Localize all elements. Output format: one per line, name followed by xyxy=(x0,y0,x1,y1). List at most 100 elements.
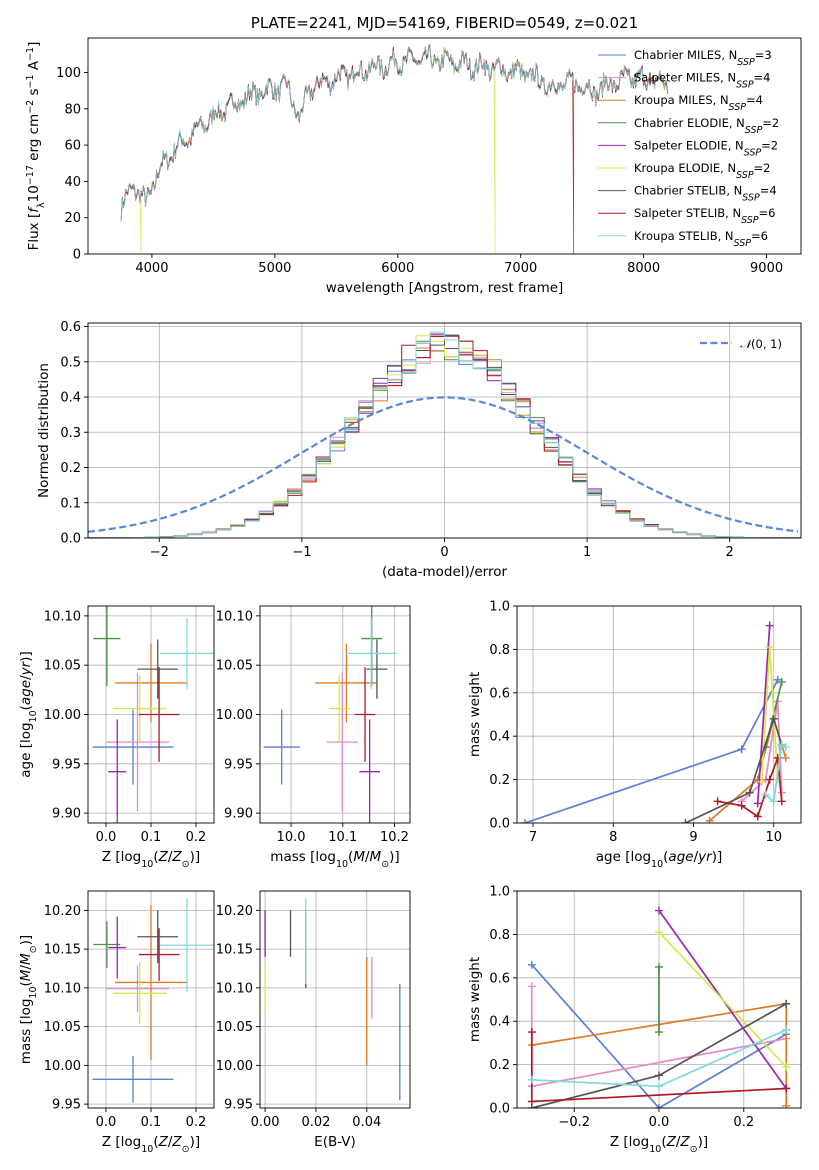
legend-label: Kroupa MILES, NSSP=4 xyxy=(634,93,763,113)
x-tick-label: −0.2 xyxy=(558,1115,590,1130)
y-axis-label: mass weight xyxy=(467,957,483,1042)
x-axis-label: (data-model)/error xyxy=(382,564,508,580)
label-part: ⊙ xyxy=(28,945,39,953)
marker-plus xyxy=(753,812,762,821)
axes-frame xyxy=(259,890,411,1109)
mass-weight-line xyxy=(756,625,771,804)
x-tick-label: 0.04 xyxy=(352,1115,381,1130)
label-part: SSP xyxy=(741,215,759,226)
label-part: f xyxy=(26,206,42,213)
legend-label: Chabrier MILES, NSSP=3 xyxy=(634,48,772,68)
y-tick-label: 1.0 xyxy=(489,885,510,900)
label-part: s xyxy=(26,88,42,99)
label-part: Kroupa ELODIE, N xyxy=(634,161,736,175)
marker-plus xyxy=(777,740,786,749)
spectrum-line xyxy=(120,43,669,254)
x-axis-label: wavelength [Angstrom, rest frame] xyxy=(326,280,564,296)
label-part: / xyxy=(676,1134,681,1150)
y-tick-label: 9.90 xyxy=(224,807,253,822)
y-tick-label: 0.4 xyxy=(489,730,510,745)
marker-plus xyxy=(757,777,766,786)
marker-plus xyxy=(765,621,774,630)
label-part: Z xyxy=(679,1134,690,1150)
label-part: )] xyxy=(190,849,201,865)
axes-frame xyxy=(516,605,802,824)
marker-plus xyxy=(655,906,663,915)
x-tick-label: 0.1 xyxy=(141,830,162,845)
spectrum-line xyxy=(120,46,669,221)
y-tick-label: 10.10 xyxy=(216,609,253,624)
y-tick-label: 10.20 xyxy=(44,904,81,919)
label-part: SSP xyxy=(729,102,747,113)
y-tick-label: 40 xyxy=(64,175,81,190)
label-part: ( xyxy=(18,705,34,710)
label-part: =6 xyxy=(759,206,776,220)
label-part: )] xyxy=(18,935,34,946)
x-axis-label: Z [log10(Z/Z⊙)] xyxy=(610,1134,708,1155)
x-axis-label: E(B-V) xyxy=(314,1134,356,1150)
x-tick-label: 1 xyxy=(583,545,591,560)
y-tick-label: 0.3 xyxy=(60,426,81,441)
marker-plus xyxy=(655,1028,663,1037)
marker-plus xyxy=(777,677,786,686)
marker-plus xyxy=(713,797,722,806)
label-part: =6 xyxy=(751,229,768,243)
label-part: 10 xyxy=(651,859,663,870)
x-tick-label: −2 xyxy=(150,545,169,560)
label-part: Salpeter MILES, N xyxy=(634,71,736,85)
label-part: A xyxy=(26,60,42,74)
label-part: ( xyxy=(18,981,34,986)
y-tick-label: 10.05 xyxy=(216,659,253,674)
marker-plus xyxy=(761,790,770,799)
label-part: / xyxy=(18,965,34,970)
marker-plus xyxy=(782,1025,791,1034)
y-tick-label: 0.6 xyxy=(489,971,510,986)
age_vs_Z-plot xyxy=(92,606,214,823)
y-tick-label: 0 xyxy=(73,248,81,263)
marker-plus xyxy=(782,1084,791,1093)
label-part: ( xyxy=(663,849,668,865)
label-part: SSP xyxy=(736,79,754,90)
label-part: SSP xyxy=(737,57,755,68)
label-part: mass [log xyxy=(270,849,336,865)
x-tick-label: 9000 xyxy=(750,261,783,276)
marker-plus xyxy=(769,714,778,723)
label-part: M xyxy=(353,849,365,865)
x-tick-label: 4000 xyxy=(135,261,168,276)
label-part: 10 xyxy=(26,185,42,202)
marker-plus xyxy=(527,1097,536,1106)
y-tick-label: 10.05 xyxy=(216,1020,253,1035)
label-part: Salpeter STELIB, N xyxy=(634,206,741,220)
x-tick-label: 0.02 xyxy=(301,1115,330,1130)
label-part: yr xyxy=(18,660,34,676)
x-axis-label: mass [log10(M/M⊙)] xyxy=(270,849,399,870)
axes-frame xyxy=(87,37,802,255)
y-tick-label: 60 xyxy=(64,139,81,154)
label-part: ⊙ xyxy=(381,859,389,870)
y-tick-label: 10.10 xyxy=(216,981,253,996)
x-tick-label: 0.2 xyxy=(186,830,207,845)
label-part: )] xyxy=(698,1134,709,1150)
x-tick-label: 0.2 xyxy=(186,1115,207,1130)
label-part: Z xyxy=(158,849,169,865)
y-tick-label: 0.1 xyxy=(60,496,81,511)
label-part: age xyxy=(18,680,34,705)
x-tick-label: 6000 xyxy=(381,261,414,276)
label-part: )] xyxy=(190,1134,201,1150)
mass-weight-line xyxy=(658,931,787,1068)
marker-plus xyxy=(773,675,782,684)
x-tick-label: 10.1 xyxy=(328,830,357,845)
label-part: Chabrier STELIB, N xyxy=(634,184,742,198)
y-tick-label: 10.05 xyxy=(44,659,81,674)
mass-weight-line xyxy=(741,701,783,802)
marker-plus xyxy=(655,962,663,971)
label-part: 10 xyxy=(28,710,39,722)
mw_vs_age-plot xyxy=(521,621,790,823)
x-tick-label: 0.2 xyxy=(733,1115,754,1130)
marker-plus xyxy=(777,797,786,806)
label-part: / xyxy=(365,849,370,865)
y-tick-label: 10.00 xyxy=(44,708,81,723)
mass_vs_ebv-axes: 0.00 0.02 0.04 9.95 10.00 10.05 10.10 10.15 10.2… xyxy=(216,890,411,1150)
